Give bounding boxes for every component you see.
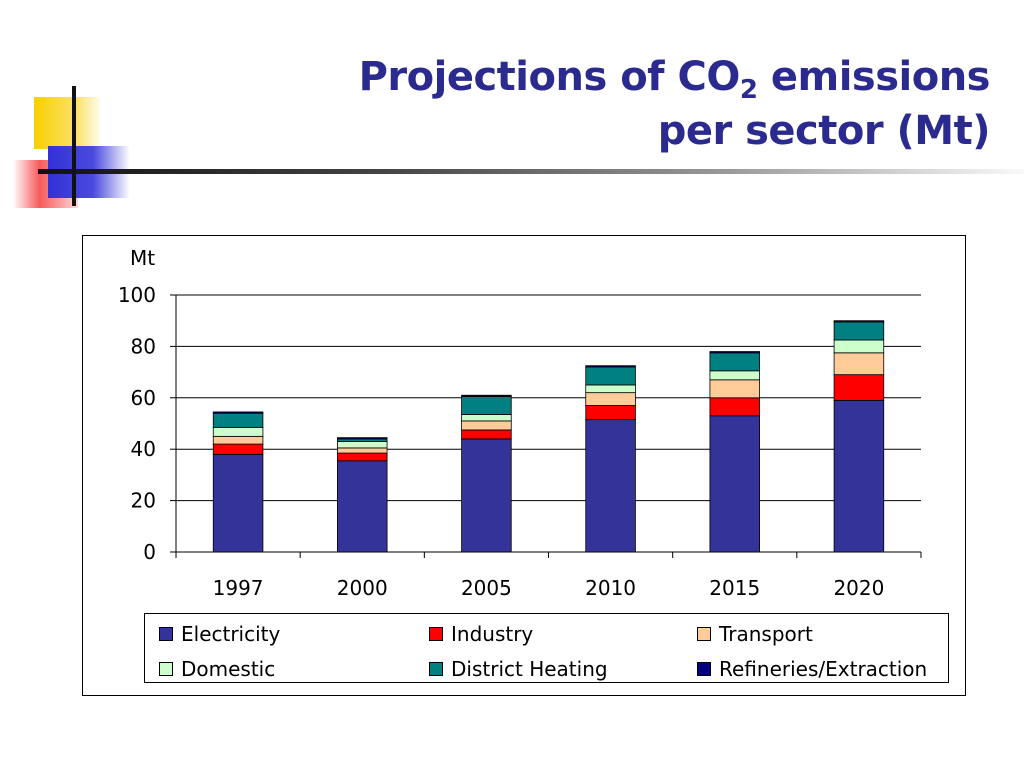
decorative-yellow-square <box>34 97 100 149</box>
bar-segment <box>461 414 512 422</box>
bar-segment <box>709 397 760 417</box>
slide-title-line2: per sector (Mt) <box>657 108 991 154</box>
bar-segment <box>212 411 264 414</box>
legend-label: Industry <box>451 621 534 646</box>
legend-swatch <box>159 626 173 641</box>
bar-segment <box>212 412 264 428</box>
y-tick-label: 20 <box>131 489 156 513</box>
legend-item-district-heating: District Heating <box>429 657 697 681</box>
bar-segment <box>461 396 512 415</box>
bar-segment <box>709 379 760 399</box>
legend-item-electricity: Electricity <box>159 622 429 646</box>
bar-segment <box>337 437 388 440</box>
bar-segment <box>337 447 388 454</box>
bar-segment <box>212 443 264 455</box>
y-tick-label: 80 <box>131 334 156 358</box>
legend-label: Transport <box>719 621 813 646</box>
bar-segment <box>337 452 388 462</box>
legend-swatch <box>429 661 443 676</box>
bar-segment <box>833 321 885 341</box>
bar-segment <box>337 460 388 553</box>
legend-item-transport: Transport <box>697 622 957 646</box>
y-tick-label: 40 <box>131 437 156 461</box>
x-tick-label: 2000 <box>337 576 388 600</box>
bar-segment <box>709 415 760 553</box>
bar-segment <box>212 426 264 437</box>
bar-segment <box>585 365 636 368</box>
bar-segment <box>833 399 885 553</box>
legend-item-industry: Industry <box>429 622 697 646</box>
legend-item-refineries-extraction: Refineries/Extraction <box>697 657 957 681</box>
legend-swatch <box>697 661 711 676</box>
bar-segment <box>833 374 885 401</box>
bar-segment <box>709 351 760 354</box>
y-tick-label: 60 <box>131 386 156 410</box>
chart-legend: Electricity Industry Transport Domestic … <box>144 613 949 683</box>
bar-segment <box>585 405 636 421</box>
bar-segment <box>461 429 512 440</box>
x-tick-label: 2010 <box>585 576 636 600</box>
bar-segment <box>461 394 512 397</box>
slide-title-line1: Projections of CO2 emissions <box>358 54 991 105</box>
bar-segment <box>212 453 264 553</box>
legend-swatch <box>697 626 711 641</box>
y-tick-label: 0 <box>143 540 156 564</box>
legend-label: Refineries/Extraction <box>719 656 928 681</box>
x-tick-label: 2020 <box>833 576 884 600</box>
bar-segment <box>833 320 885 323</box>
bar-segment <box>461 420 512 431</box>
bar-segment <box>212 435 264 445</box>
y-axis-unit-label: Mt <box>130 246 156 270</box>
x-tick-label: 2015 <box>709 576 760 600</box>
bar-segment <box>709 352 760 372</box>
bar-segment <box>461 438 512 553</box>
legend-swatch <box>159 661 173 676</box>
bar-segment <box>585 384 636 394</box>
bar-segment <box>833 352 885 376</box>
bar-segment <box>833 339 885 354</box>
x-tick-label: 2005 <box>461 576 512 600</box>
legend-label: District Heating <box>451 656 608 681</box>
x-tick-label: 1997 <box>213 576 264 600</box>
legend-label: Electricity <box>181 621 281 646</box>
legend-swatch <box>429 626 443 641</box>
y-tick-label: 100 <box>118 283 156 307</box>
legend-label: Domestic <box>181 656 276 681</box>
decorative-vertical-rule <box>72 86 76 206</box>
decorative-horizontal-rule <box>38 169 1024 174</box>
bar-segment <box>337 441 388 449</box>
slide-title: Projections of CO2 emissions per sector … <box>358 50 991 158</box>
bar-segment <box>585 366 636 386</box>
bar-segment <box>585 419 636 553</box>
bar-segment <box>585 392 636 406</box>
bar-segment <box>709 370 760 381</box>
legend-item-domestic: Domestic <box>159 657 429 681</box>
